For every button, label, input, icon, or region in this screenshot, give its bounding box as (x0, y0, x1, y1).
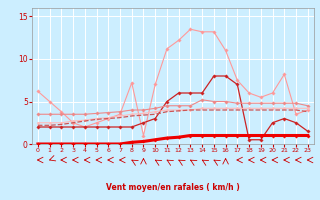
Text: Vent moyen/en rafales ( km/h ): Vent moyen/en rafales ( km/h ) (106, 183, 240, 192)
